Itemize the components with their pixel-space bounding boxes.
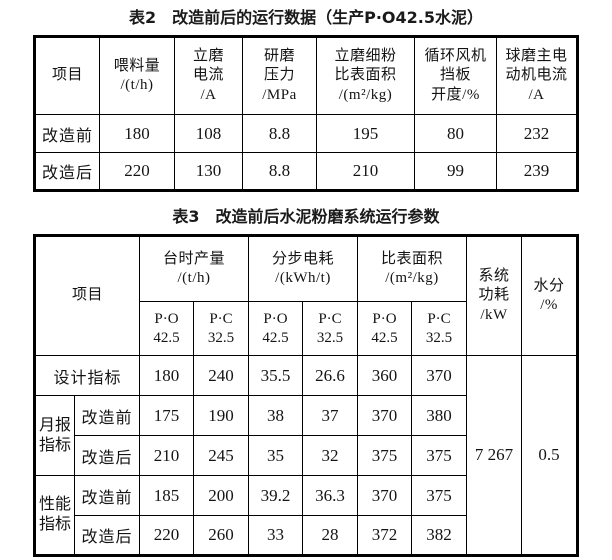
value-cell: 175 bbox=[138, 395, 194, 436]
table3-header-item: 项目 bbox=[33, 235, 140, 356]
table3-subheader-pc325: P·C 32.5 bbox=[411, 301, 468, 356]
value-cell: 26.6 bbox=[301, 355, 359, 396]
table2-header-fan-damper-opening: 循环风机 挡板 开度/% bbox=[414, 36, 497, 115]
value-cell: 380 bbox=[411, 395, 468, 436]
table2-row-before: 改造前 180 108 8.8 195 80 232 bbox=[34, 114, 578, 153]
table3-row-performance-after: 改造后 220 260 33 28 372 382 bbox=[34, 515, 577, 556]
table3-header-moisture: 水分 /% bbox=[521, 235, 579, 356]
value-cell: 200 bbox=[192, 475, 250, 516]
value-cell: 185 bbox=[138, 475, 194, 516]
table2-header-grinding-pressure: 研磨 压力 /MPa bbox=[242, 36, 317, 115]
value-cell: 130 bbox=[174, 152, 243, 191]
value-cell: 38 bbox=[248, 395, 303, 436]
value-cell: 382 bbox=[411, 515, 468, 556]
table3-subheader-po425: P·O 42.5 bbox=[138, 301, 194, 356]
table3-grinding-system-parameters: 项目 台时产量 /(t/h) 分步电耗 /(kWh/t) 比表面积 /(m²/k… bbox=[32, 234, 580, 557]
value-cell: 260 bbox=[192, 515, 250, 556]
moisture-merged-cell: 0.5 bbox=[521, 355, 579, 556]
value-cell: 370 bbox=[411, 355, 468, 396]
value-cell: 372 bbox=[357, 515, 413, 556]
table2-header-mill-current: 立磨 电流 /A bbox=[174, 36, 243, 115]
table3-row-monthly-after: 改造后 210 245 35 32 375 375 bbox=[34, 435, 577, 476]
table2-operating-data: 项目 喂料量 /(t/h) 立磨 电流 /A 研磨 压力 /MPa 立磨细粉 比… bbox=[33, 35, 579, 192]
value-cell: 370 bbox=[357, 395, 413, 436]
value-cell: 375 bbox=[411, 475, 468, 516]
table3-subheader-pc325: P·C 32.5 bbox=[301, 301, 359, 356]
value-cell: 35.5 bbox=[248, 355, 303, 396]
table3-subheader-pc325: P·C 32.5 bbox=[192, 301, 250, 356]
table3-header-row-cement-types: P·O 42.5 P·C 32.5 P·O 42.5 P·C 32.5 P·O … bbox=[34, 301, 577, 356]
row-label: 改造后 bbox=[34, 152, 100, 191]
value-cell: 8.8 bbox=[242, 152, 317, 191]
value-cell: 8.8 bbox=[242, 114, 317, 153]
table3-subheader-po425: P·O 42.5 bbox=[357, 301, 413, 356]
value-cell: 35 bbox=[248, 435, 303, 476]
value-cell: 240 bbox=[192, 355, 250, 396]
value-cell: 190 bbox=[192, 395, 250, 436]
table3-subheader-po425: P·O 42.5 bbox=[248, 301, 303, 356]
row-label: 改造前 bbox=[34, 114, 100, 153]
value-cell: 375 bbox=[357, 435, 413, 476]
row-label: 改造前 bbox=[73, 395, 140, 436]
table3-header-step-power-consumption: 分步电耗 /(kWh/t) bbox=[247, 235, 359, 302]
value-cell: 245 bbox=[192, 435, 250, 476]
value-cell: 232 bbox=[496, 114, 578, 153]
table3-header-hourly-output: 台时产量 /(t/h) bbox=[138, 235, 250, 302]
table2-header-feed-rate: 喂料量 /(t/h) bbox=[99, 36, 175, 115]
table3-title: 表3 改造前后水泥粉磨系统运行参数 bbox=[172, 207, 440, 226]
system-power-merged-cell: 7 267 bbox=[466, 355, 523, 556]
table3-row-monthly-before: 月报 指标 改造前 175 190 38 37 370 380 bbox=[33, 395, 577, 476]
group-label-monthly-index: 月报 指标 bbox=[33, 395, 75, 476]
value-cell: 33 bbox=[248, 515, 303, 556]
value-cell: 39.2 bbox=[248, 475, 303, 516]
row-label: 改造前 bbox=[73, 475, 140, 516]
value-cell: 195 bbox=[316, 114, 415, 153]
value-cell: 210 bbox=[316, 152, 415, 191]
group-label-performance-index: 性能 指标 bbox=[33, 475, 75, 556]
table3-header-specific-surface: 比表面积 /(m²/kg) bbox=[357, 235, 468, 302]
table2-header-row: 项目 喂料量 /(t/h) 立磨 电流 /A 研磨 压力 /MPa 立磨细粉 比… bbox=[34, 36, 578, 115]
table3-header-row-groups: 项目 台时产量 /(t/h) 分步电耗 /(kWh/t) 比表面积 /(m²/k… bbox=[33, 235, 579, 356]
value-cell: 99 bbox=[414, 152, 497, 191]
table3-row-performance-before: 性能 指标 改造前 185 200 39.2 36.3 370 375 bbox=[33, 475, 577, 556]
table2-header-ball-mill-current: 球磨主电 动机电流 /A bbox=[496, 36, 578, 115]
value-cell: 239 bbox=[496, 152, 578, 191]
table2-header-item: 项目 bbox=[34, 36, 100, 115]
value-cell: 220 bbox=[138, 515, 194, 556]
value-cell: 375 bbox=[411, 435, 468, 476]
table2-header-fine-powder-surface: 立磨细粉 比表面积 /(m²/kg) bbox=[316, 36, 415, 115]
row-label: 设计指标 bbox=[33, 355, 140, 396]
row-label: 改造后 bbox=[73, 515, 140, 556]
value-cell: 108 bbox=[174, 114, 243, 153]
table3-header-system-power: 系统 功耗 /kW bbox=[466, 235, 523, 356]
value-cell: 180 bbox=[99, 114, 175, 153]
value-cell: 36.3 bbox=[301, 475, 359, 516]
value-cell: 32 bbox=[301, 435, 359, 476]
value-cell: 210 bbox=[138, 435, 194, 476]
value-cell: 80 bbox=[414, 114, 497, 153]
table3-row-design-index: 设计指标 180 240 35.5 26.6 360 370 7 267 0.5 bbox=[33, 355, 579, 556]
value-cell: 220 bbox=[99, 152, 175, 191]
table2-title: 表2 改造前后的运行数据（生产P·O42.5水泥） bbox=[128, 8, 484, 27]
table2-row-after: 改造后 220 130 8.8 210 99 239 bbox=[34, 152, 578, 191]
value-cell: 37 bbox=[301, 395, 359, 436]
value-cell: 180 bbox=[138, 355, 194, 396]
value-cell: 360 bbox=[357, 355, 413, 396]
value-cell: 28 bbox=[301, 515, 359, 556]
value-cell: 370 bbox=[357, 475, 413, 516]
row-label: 改造后 bbox=[73, 435, 140, 476]
